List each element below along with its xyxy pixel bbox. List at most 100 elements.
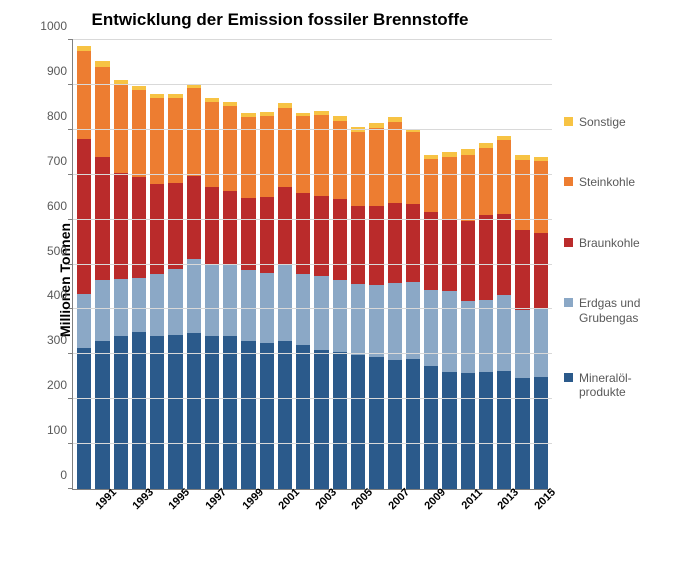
bar-segment-mineraloel [534,377,548,489]
bar-segment-steinkohle [150,98,164,184]
bar-column: 2011 [461,40,475,489]
bar-column [406,40,420,489]
bar-segment-mineraloel [351,355,365,489]
bar-column [223,40,237,489]
bar-segment-erdgas [369,285,383,357]
y-tick-mark [68,39,73,40]
bar-segment-mineraloel [515,378,529,489]
legend-item-steinkohle: Steinkohle [564,175,694,189]
bar-segment-braunkohle [479,215,493,300]
bar-column [187,40,201,489]
bar-segment-mineraloel [150,336,164,489]
x-tick-label: 1995 [167,486,193,512]
gridline [73,264,552,265]
bar-column [333,40,347,489]
bar-segment-braunkohle [296,193,310,274]
bar-segment-braunkohle [223,191,237,265]
bar-segment-mineraloel [388,360,402,489]
gridline [73,398,552,399]
legend-label: Steinkohle [579,175,635,189]
bar-segment-erdgas [132,278,146,332]
bar-column: 2001 [278,40,292,489]
y-tick-label: 500 [47,244,67,258]
bar-segment-braunkohle [150,184,164,275]
legend-item-erdgas: Erdgas und Grubengas [564,296,694,325]
legend-item-braunkohle: Braunkohle [564,236,694,250]
gridline [73,443,552,444]
bar-segment-erdgas [515,310,529,377]
legend: Sonstige Steinkohle Braunkohle Erdgas und G… [564,115,694,446]
bar-segment-erdgas [333,280,347,352]
x-tick-label: 2005 [349,486,375,512]
bar-column: 2015 [534,40,548,489]
bar-segment-steinkohle [534,161,548,233]
bar-segment-mineraloel [187,333,201,489]
bar-segment-steinkohle [388,122,402,203]
bar-segment-steinkohle [132,90,146,177]
bar-segment-mineraloel [442,372,456,489]
bar-column [260,40,274,489]
x-tick-label: 1993 [130,486,156,512]
gridline [73,39,552,40]
x-tick-label: 2001 [276,486,302,512]
gridline [73,174,552,175]
y-tick-mark [68,308,73,309]
x-tick-label: 1991 [94,486,120,512]
bar-segment-braunkohle [205,187,219,264]
bar-column: 2003 [314,40,328,489]
bar-segment-erdgas [223,265,237,336]
bar-column [369,40,383,489]
bar-segment-braunkohle [241,198,255,270]
legend-swatch [564,373,573,382]
bar-segment-erdgas [388,283,402,359]
bar-segment-steinkohle [369,128,383,207]
legend-item-sonstige: Sonstige [564,115,694,129]
bar-segment-erdgas [351,284,365,355]
bar-segment-mineraloel [278,341,292,489]
x-tick-label: 2013 [496,486,522,512]
y-tick-label: 200 [47,378,67,392]
bar-segment-steinkohle [278,108,292,187]
bar-segment-erdgas [187,259,201,333]
bar-segment-braunkohle [406,204,420,283]
bar-segment-steinkohle [406,132,420,204]
bar-segment-steinkohle [479,148,493,215]
y-tick-mark [68,174,73,175]
bar-column: 1997 [205,40,219,489]
bar-segment-erdgas [205,265,219,337]
bar-segment-steinkohle [77,51,91,139]
y-tick-label: 100 [47,423,67,437]
gridline [73,84,552,85]
bar-segment-erdgas [314,276,328,350]
y-tick-mark [68,84,73,85]
bar-segment-mineraloel [479,372,493,489]
bar-segment-braunkohle [461,221,475,302]
bar-segment-erdgas [406,282,420,358]
y-tick-label: 0 [60,468,67,482]
bar-segment-erdgas [296,274,310,346]
bar-column: 1991 [95,40,109,489]
bar-segment-braunkohle [168,183,182,269]
bar-column [114,40,128,489]
x-tick-label: 2007 [386,486,412,512]
bar-column [296,40,310,489]
y-tick-label: 800 [47,109,67,123]
bar-segment-braunkohle [260,197,274,273]
bar-segment-steinkohle [95,67,109,157]
bar-segment-steinkohle [424,159,438,213]
bar-segment-braunkohle [278,187,292,266]
bar-segment-mineraloel [314,350,328,489]
bar-segment-steinkohle [223,106,237,191]
bar-segment-braunkohle [388,203,402,284]
bar-column: 1999 [241,40,255,489]
x-tick-label: 2009 [423,486,449,512]
bar-segment-mineraloel [333,352,347,489]
chart-container: Entwicklung der Emission fossiler Brenns… [0,0,700,561]
bar-segment-erdgas [479,300,493,372]
x-tick-label: 2011 [459,487,484,512]
bar-segment-mineraloel [95,341,109,489]
bar-segment-mineraloel [406,359,420,489]
legend-swatch [564,117,573,126]
bar-segment-braunkohle [77,139,91,294]
bar-segment-braunkohle [534,233,548,309]
